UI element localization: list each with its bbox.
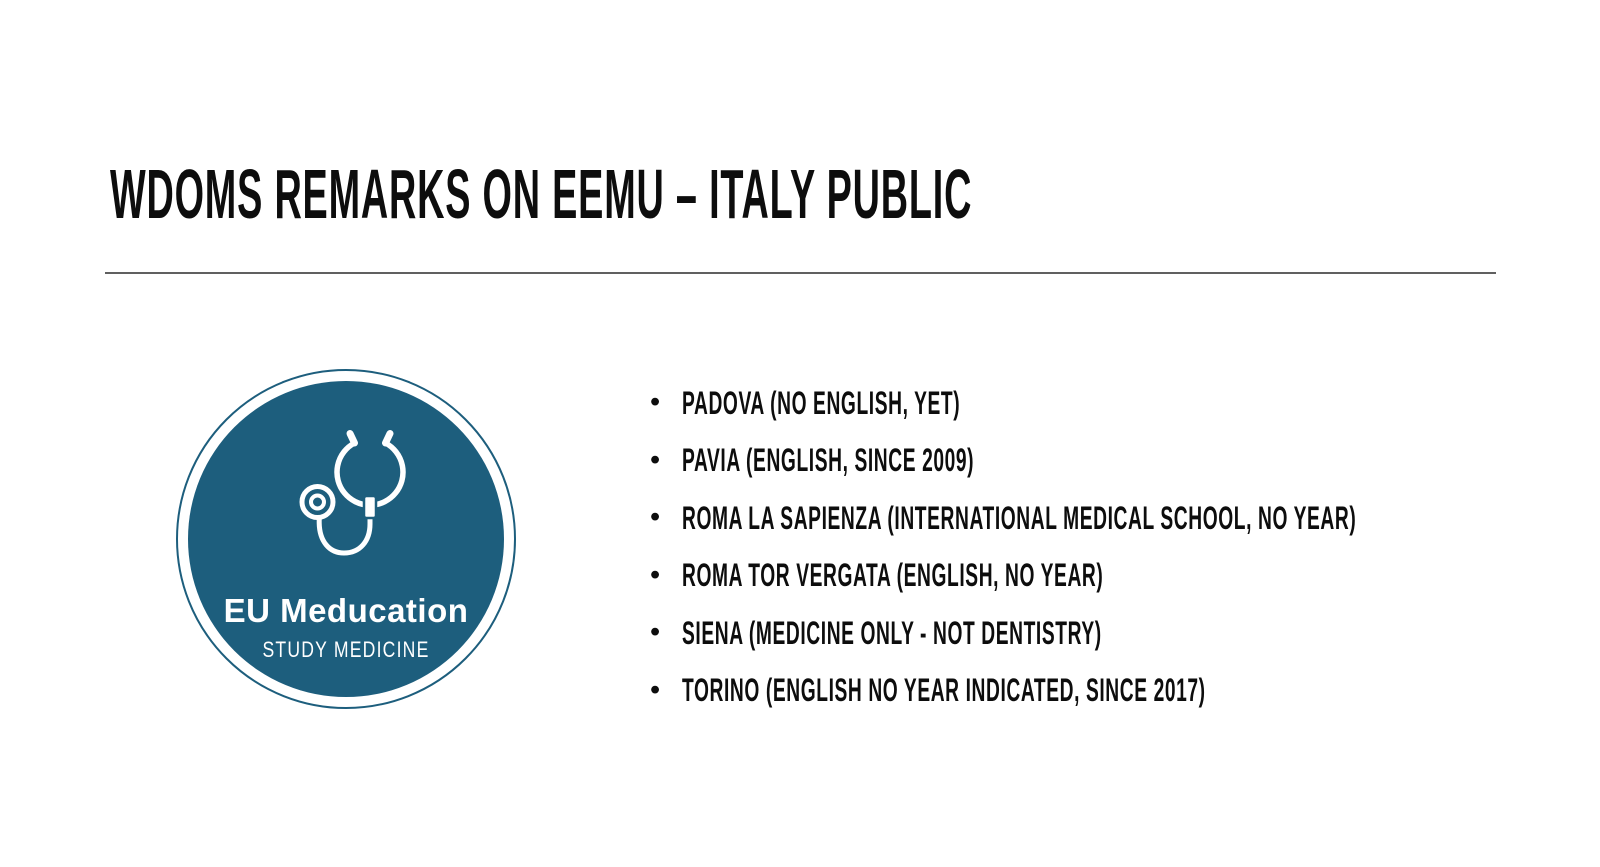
bullet-text: TORINO (ENGLISH NO YEAR INDICATED, SINCE… [682, 672, 1206, 709]
logo-outer-ring [176, 369, 516, 709]
eu-meducation-logo: EU Meducation STUDY MEDICINE [176, 369, 516, 709]
bullet-dot: • [650, 501, 661, 534]
bullet-item: • ROMA LA SAPIENZA (INTERNATIONAL MEDICA… [650, 489, 1600, 547]
bullet-item: • PADOVA (NO ENGLISH, YET) [650, 374, 1600, 432]
bullet-item: • PAVIA (ENGLISH, SINCE 2009) [650, 432, 1600, 490]
bullet-list: • PADOVA (NO ENGLISH, YET) • PAVIA (ENGL… [650, 374, 1600, 719]
stethoscope-icon [299, 430, 406, 556]
slide-title: WDOMS REMARKS ON EEMU – ITALY PUBLIC [110, 155, 973, 233]
bullet-text: PAVIA (ENGLISH, SINCE 2009) [682, 442, 975, 479]
bullet-text: ROMA LA SAPIENZA (INTERNATIONAL MEDICAL … [682, 499, 1357, 536]
bullet-text: SIENA (MEDICINE ONLY - NOT DENTISTRY) [682, 614, 1102, 651]
bullet-text: PADOVA (NO ENGLISH, YET) [682, 384, 961, 421]
bullet-item: • TORINO (ENGLISH NO YEAR INDICATED, SIN… [650, 662, 1600, 720]
logo-name: EU Meducation [223, 592, 469, 629]
bullet-item: • ROMA TOR VERGATA (ENGLISH, NO YEAR) [650, 547, 1600, 605]
bullet-dot: • [650, 616, 661, 649]
title-divider [105, 272, 1496, 274]
bullet-text: ROMA TOR VERGATA (ENGLISH, NO YEAR) [682, 557, 1104, 594]
bullet-item: • SIENA (MEDICINE ONLY - NOT DENTISTRY) [650, 604, 1600, 662]
bullet-dot: • [650, 558, 661, 591]
logo-tagline: STUDY MEDICINE [262, 637, 430, 662]
bullet-dot: • [650, 443, 661, 476]
bullet-dot: • [650, 386, 661, 419]
logo-disc [188, 381, 504, 697]
bullet-dot: • [650, 673, 661, 706]
